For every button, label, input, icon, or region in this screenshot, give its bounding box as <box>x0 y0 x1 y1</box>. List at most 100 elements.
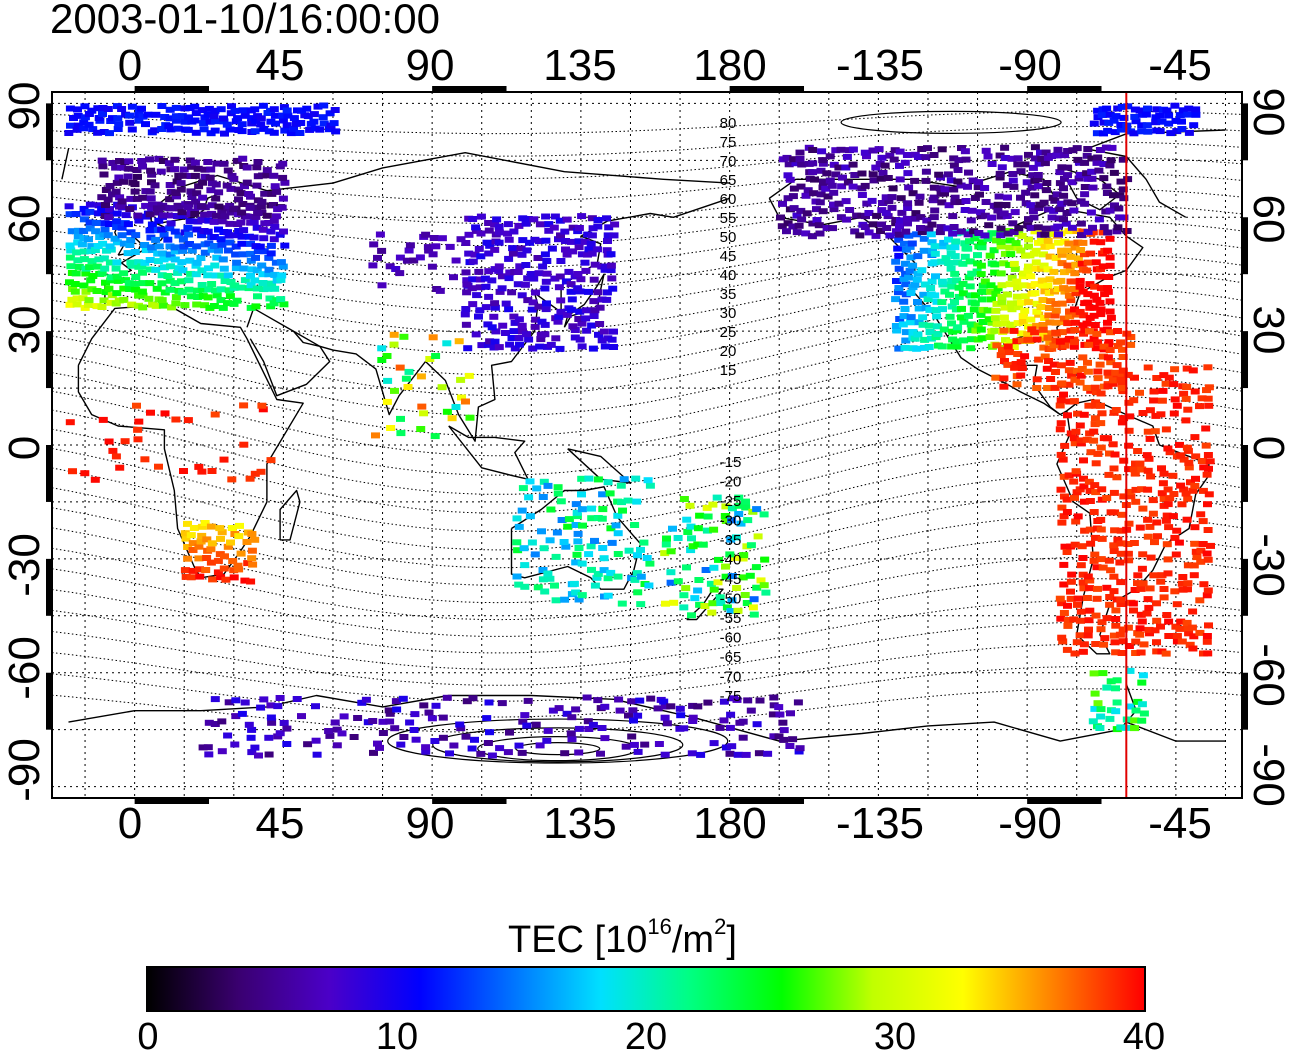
tec-cell <box>1009 183 1019 190</box>
tec-cell <box>1111 649 1121 656</box>
tec-cell <box>1096 556 1106 563</box>
tec-cell <box>973 252 982 259</box>
tec-cell <box>808 160 818 167</box>
tec-cell <box>901 291 911 298</box>
tec-cell <box>783 195 793 202</box>
tec-cell <box>973 184 983 191</box>
tec-cell <box>603 232 613 239</box>
tec-cell <box>1011 240 1021 247</box>
tec-cell <box>578 522 587 529</box>
tec-cell <box>1093 107 1103 114</box>
tec-cell <box>1188 608 1198 615</box>
tec-cell <box>919 235 929 242</box>
tec-cell <box>534 238 544 245</box>
tec-cell <box>112 224 122 230</box>
tec-cell <box>183 544 193 550</box>
tec-cell <box>1059 285 1069 292</box>
tec-cell <box>98 163 108 170</box>
tec-cell <box>461 733 471 740</box>
tec-cell <box>736 520 746 527</box>
tec-cell <box>1103 369 1113 376</box>
tec-cell <box>1075 379 1085 386</box>
tec-cell <box>1065 359 1075 366</box>
tec-cell <box>1190 540 1200 547</box>
tec-cell <box>574 725 584 732</box>
tec-cell <box>1076 608 1086 615</box>
tec-cell <box>324 728 334 734</box>
tec-cell <box>1067 224 1077 231</box>
tec-cell <box>922 217 932 224</box>
tec-cell <box>216 535 225 542</box>
tec-cell <box>476 230 486 237</box>
tec-cell <box>1041 149 1051 156</box>
tec-cell <box>147 204 157 211</box>
tec-cell <box>157 226 167 233</box>
tec-cell <box>509 228 519 235</box>
tec-cell <box>1117 419 1127 426</box>
tec-cell <box>270 285 280 292</box>
tec-cell <box>1105 262 1115 269</box>
tec-cell <box>518 485 528 492</box>
tec-cell <box>952 327 962 334</box>
tec-cell <box>686 547 696 554</box>
tec-cell <box>808 220 818 227</box>
tec-cell <box>878 169 888 176</box>
tec-cell <box>910 281 920 288</box>
tec-cell <box>65 211 75 218</box>
tec-cell <box>247 555 257 562</box>
tec-cell <box>1085 328 1094 335</box>
tec-cell <box>812 206 821 213</box>
tec-cell <box>1106 567 1116 574</box>
tec-cell <box>706 580 716 587</box>
tec-cell <box>769 733 779 740</box>
tec-cell <box>134 418 144 425</box>
tec-cell <box>1135 107 1145 114</box>
tec-cell <box>624 547 634 554</box>
tec-cell <box>888 185 898 192</box>
tec-cell <box>1136 649 1146 656</box>
tec-cell <box>901 260 910 267</box>
tec-cell <box>903 170 913 177</box>
tec-cell <box>520 712 530 719</box>
tec-cell <box>822 225 832 231</box>
tec-cell <box>721 518 731 524</box>
tec-cell <box>1066 588 1075 595</box>
tec-cell <box>564 516 574 523</box>
tec-cell <box>105 243 115 250</box>
tec-cell <box>899 275 909 282</box>
tec-cell <box>1024 236 1034 243</box>
tec-cell <box>636 601 646 608</box>
tec-cell <box>599 567 609 574</box>
tec-cell <box>1051 300 1061 307</box>
tec-cell <box>514 523 524 530</box>
tec-cell <box>474 268 484 275</box>
tec-cell <box>1020 161 1030 168</box>
tec-cell <box>1080 191 1090 198</box>
tec-cell <box>643 477 653 484</box>
tec-cell <box>577 343 587 350</box>
tec-cell <box>1089 428 1099 435</box>
tec-cell <box>977 288 987 295</box>
tec-cell <box>1030 290 1040 297</box>
tec-cell <box>535 742 545 749</box>
tec-cell <box>1082 170 1092 177</box>
tec-cell <box>278 112 288 119</box>
tec-cell <box>377 247 387 254</box>
tec-cell <box>134 117 144 124</box>
colorbar-title-unit: /m <box>671 919 715 961</box>
tec-cell <box>778 719 788 726</box>
frame-bar-left <box>46 672 52 730</box>
tec-cell <box>165 205 175 212</box>
tec-cell <box>247 266 257 273</box>
tec-cell <box>590 307 600 314</box>
tec-cell <box>378 730 388 736</box>
tec-cell <box>176 180 186 187</box>
tec-cell <box>1059 391 1068 398</box>
tec-cell <box>831 171 841 178</box>
tec-cell <box>580 238 590 245</box>
tec-cell <box>818 160 828 167</box>
tec-cell <box>788 223 798 230</box>
tec-cell <box>696 751 706 758</box>
tec-cell <box>1155 128 1165 135</box>
tec-cell <box>1105 207 1115 214</box>
